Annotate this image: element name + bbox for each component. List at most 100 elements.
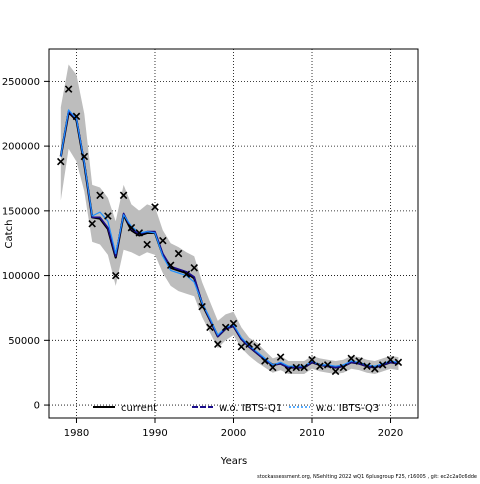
- observed-point-stroke: [300, 363, 308, 372]
- observed-point-stroke: [57, 157, 65, 166]
- observed-point: [143, 240, 151, 249]
- observed-point: [198, 302, 206, 311]
- y-tick-label: 100000: [2, 271, 40, 282]
- observed-point: [316, 362, 324, 370]
- observed-point-stroke: [127, 223, 136, 232]
- observed-point: [284, 366, 293, 374]
- observed-point-stroke: [253, 343, 261, 351]
- observed-point-stroke: [190, 264, 199, 272]
- x-tick-label: 2000: [221, 428, 246, 439]
- band-layer: [60, 64, 399, 374]
- x-tick-label: 1990: [142, 428, 167, 439]
- observed-point: [339, 363, 348, 372]
- observed-point: [371, 365, 379, 373]
- observed-point-stroke: [151, 203, 159, 211]
- observed-point-stroke: [237, 343, 246, 351]
- observed-point: [80, 152, 89, 161]
- observed-point-stroke: [316, 362, 324, 370]
- legend-item: w.o. IBTS-Q1: [192, 403, 282, 414]
- y-tick-label: 0: [34, 401, 40, 412]
- y-axis-title: Catch: [4, 220, 15, 249]
- observed-point-stroke: [378, 361, 387, 369]
- observed-point: [237, 343, 246, 351]
- x-axis-title: Years: [220, 456, 247, 467]
- observed-point: [135, 229, 144, 237]
- observed-point: [221, 323, 230, 332]
- observed-point: [386, 355, 395, 364]
- observed-point-stroke: [261, 357, 269, 365]
- observed-point-stroke: [308, 355, 316, 364]
- confidence-band: [60, 64, 399, 374]
- y-tick-label: 200000: [2, 142, 40, 153]
- observed-point: [151, 203, 159, 211]
- observed-point-stroke: [143, 240, 151, 249]
- observed-point-stroke: [64, 85, 73, 93]
- observed-point-stroke: [386, 355, 395, 364]
- observed-point-stroke: [331, 367, 340, 376]
- observed-point: [206, 323, 214, 332]
- observed-point-stroke: [135, 229, 144, 237]
- observed-point: [166, 261, 175, 269]
- observed-point-stroke: [276, 353, 285, 361]
- observed-point-stroke: [292, 363, 301, 372]
- legend-label: current: [121, 403, 157, 414]
- observed-point-stroke: [198, 302, 206, 311]
- observed-point: [268, 363, 277, 372]
- observed-point: [104, 212, 112, 220]
- observed-point-stroke: [96, 191, 104, 200]
- x-tick-label: 1980: [64, 428, 89, 439]
- footer-note: stockassessment.org, NSehlting 2022 wQ1 …: [257, 474, 477, 480]
- x-tick-label: 2020: [378, 428, 403, 439]
- observed-point-stroke: [355, 357, 363, 365]
- observed-point-stroke: [323, 361, 332, 369]
- y-tick-label: 250000: [2, 77, 40, 88]
- x-tick-label: 2010: [299, 428, 324, 439]
- observed-point-stroke: [339, 363, 348, 372]
- observed-point: [72, 112, 81, 121]
- observed-point-stroke: [80, 152, 89, 161]
- observed-point: [111, 271, 120, 280]
- observed-point-stroke: [347, 354, 356, 363]
- observed-point: [57, 157, 65, 166]
- observed-point-stroke: [166, 261, 175, 269]
- observed-point-stroke: [104, 212, 112, 220]
- observed-point: [292, 363, 301, 372]
- observed-point-stroke: [182, 270, 191, 279]
- observed-point: [245, 340, 253, 348]
- observed-point: [394, 358, 403, 367]
- observed-point-stroke: [363, 362, 371, 370]
- observed-point: [88, 220, 96, 228]
- y-axis: 0 50000 100000 150000 200000 250000: [2, 77, 49, 412]
- observed-point: [308, 355, 316, 364]
- observed-point-stroke: [229, 319, 238, 328]
- y-tick-label: 150000: [2, 206, 40, 217]
- x-axis: 1980 1990 2000 2010 2020: [64, 418, 403, 439]
- observed-point: [174, 249, 183, 258]
- observed-point-stroke: [268, 363, 277, 372]
- legend-label: w.o. IBTS-Q3: [316, 403, 379, 414]
- observed-point-stroke: [206, 323, 214, 332]
- observed-point-stroke: [221, 323, 230, 332]
- observed-point: [127, 223, 136, 232]
- observed-point-stroke: [174, 249, 183, 258]
- observed-point: [331, 367, 340, 376]
- observed-point: [276, 353, 285, 361]
- observed-point: [355, 357, 363, 365]
- observed-point: [182, 270, 191, 279]
- observed-point: [378, 361, 387, 369]
- observed-point: [96, 191, 104, 200]
- observed-point-stroke: [214, 340, 222, 348]
- legend-item: current: [93, 403, 157, 414]
- observed-point: [229, 319, 238, 328]
- observed-point: [323, 361, 332, 369]
- observed-point-stroke: [371, 365, 379, 373]
- observed-point: [253, 343, 261, 351]
- legend-label: w.o. IBTS-Q1: [219, 403, 282, 414]
- legend-item: w.o. IBTS-Q3: [289, 403, 379, 414]
- y-tick-label: 50000: [8, 336, 40, 347]
- observed-point: [159, 236, 167, 245]
- observed-point: [214, 340, 222, 348]
- observed-point: [261, 357, 269, 365]
